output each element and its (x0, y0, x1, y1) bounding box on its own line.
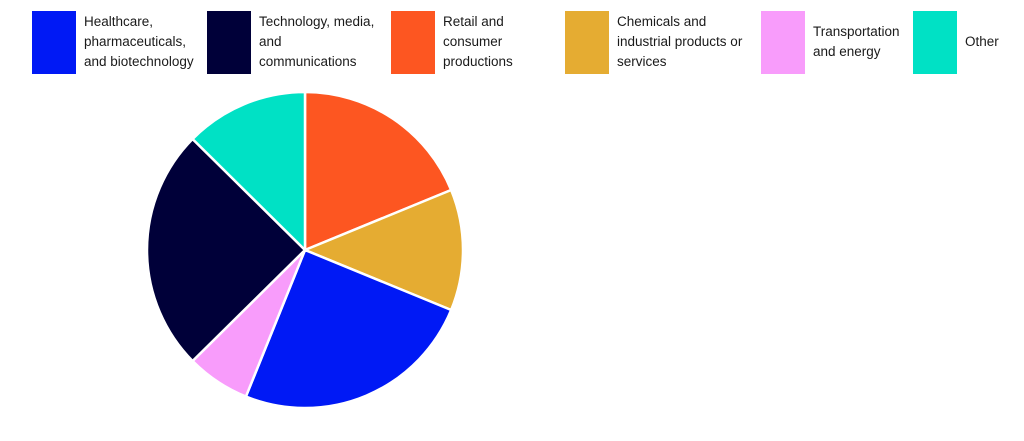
legend-item-transportation: Transportation and energy (761, 10, 900, 74)
legend-label: Other (965, 34, 999, 49)
legend-label: Technology, media, and communications (259, 14, 375, 69)
legend-label: Retail and consumer productions (443, 14, 513, 69)
legend-item-healthcare: Healthcare, pharmaceuticals, and biotech… (32, 10, 194, 74)
pie-slice (145, 137, 307, 363)
legend-item-retail: Retail and consumer productions (391, 10, 513, 74)
legend-item-chemicals: Chemicals and industrial products or ser… (565, 10, 742, 74)
legend-item-technology: Technology, media, and communications (207, 10, 374, 74)
legend-swatch (913, 10, 957, 74)
legend-label: Chemicals and industrial products or ser… (617, 14, 743, 69)
pie-slice (303, 90, 453, 252)
pie-slice (191, 90, 307, 252)
legend-swatch (761, 10, 805, 74)
chart-legend: Healthcare, pharmaceuticals, and biotech… (0, 10, 1024, 74)
legend-label: Healthcare, pharmaceuticals, and biotech… (84, 14, 194, 69)
pie-slice (244, 248, 453, 410)
legend-swatch (565, 10, 609, 74)
legend-swatch (32, 10, 76, 74)
legend-swatch (207, 10, 251, 74)
pie-slice (303, 188, 465, 312)
legend-label: Transportation and energy (813, 24, 900, 59)
legend-swatch (391, 10, 435, 74)
legend-item-other: Other (913, 10, 999, 74)
